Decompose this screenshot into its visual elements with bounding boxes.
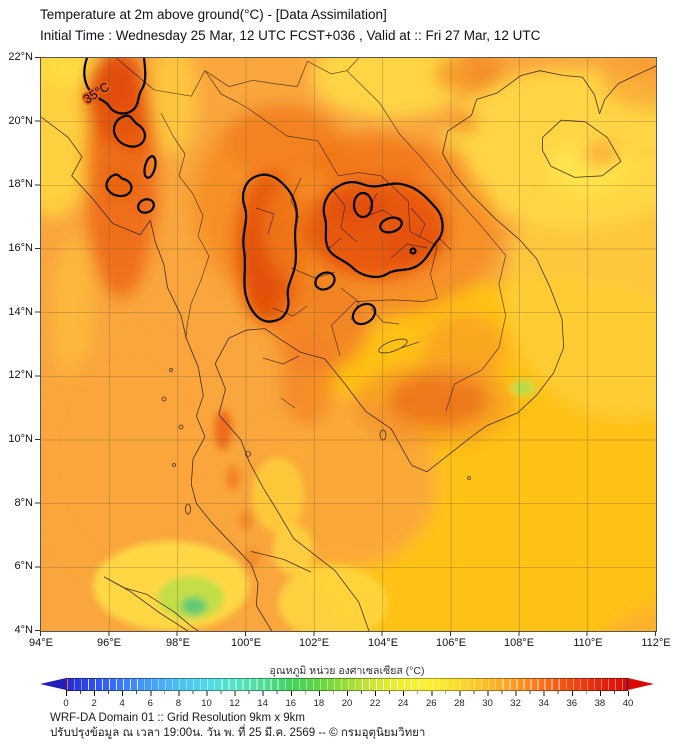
colorbar-tick-label: 10 bbox=[201, 698, 212, 709]
lon-tick-label: 96°E bbox=[97, 637, 121, 649]
colorbar-right-arrow bbox=[628, 678, 654, 690]
title-block: Temperature at 2m above ground(°C) - [Da… bbox=[40, 5, 540, 46]
lat-tick-label: 4°N bbox=[14, 624, 33, 636]
colorbar-tick-label: 32 bbox=[510, 698, 521, 709]
lon-tick-label: 106°E bbox=[435, 637, 467, 649]
colorbar-tick-label: 40 bbox=[622, 698, 634, 709]
lat-tick-label: 22°N bbox=[8, 51, 33, 63]
colorbar-tick-label: 6 bbox=[147, 698, 153, 709]
colorbar-tick-label: 30 bbox=[482, 698, 493, 709]
page-subtitle: Initial Time : Wednesday 25 Mar, 12 UTC … bbox=[40, 27, 541, 43]
colorbar-gradient bbox=[66, 678, 628, 691]
lat-tick-label: 6°N bbox=[14, 560, 33, 572]
coastlines bbox=[41, 65, 656, 631]
lat-axis-ticks bbox=[35, 57, 40, 631]
lat-tick-label: 12°N bbox=[8, 369, 33, 381]
colorbar-tick-label: 24 bbox=[397, 698, 409, 709]
grid-lines bbox=[41, 58, 656, 631]
colorbar-tick-label: 20 bbox=[341, 698, 353, 709]
lat-tick-label: 16°N bbox=[8, 242, 33, 254]
colorbar-tick-label: 38 bbox=[594, 698, 606, 709]
colorbar-label: อุณหภูมิ หน่วย องศาเซลเซียส (°C) bbox=[269, 665, 425, 677]
colorbar-tick-label: 12 bbox=[229, 698, 240, 709]
lat-tick-label: 20°N bbox=[8, 115, 33, 127]
temperature-map-svg: 35°C bbox=[41, 58, 656, 631]
admin-borders bbox=[115, 58, 507, 412]
lon-tick-label: 110°E bbox=[573, 637, 603, 649]
lon-axis-ticks bbox=[40, 631, 656, 636]
colorbar-major-ticks bbox=[66, 691, 629, 696]
colorbar-tick-label: 8 bbox=[175, 698, 182, 709]
lon-tick-label: 94°E bbox=[29, 637, 53, 649]
colorbar-tick-label: 18 bbox=[313, 698, 325, 709]
colorbar-left-arrow bbox=[40, 678, 66, 690]
lon-tick-label: 108°E bbox=[503, 637, 535, 649]
lat-tick-label: 10°N bbox=[8, 433, 33, 445]
contour-35c bbox=[83, 58, 444, 326]
colorbar: อุณหภูมิ หน่วย องศาเซลเซียส (°C) 0 2 4 6… bbox=[40, 662, 654, 712]
colorbar-tick-label: 14 bbox=[257, 698, 268, 709]
lat-tick-label: 8°N bbox=[14, 497, 33, 509]
colorbar-tick-label: 0 bbox=[63, 698, 69, 709]
colorbar-tick-label: 26 bbox=[426, 698, 437, 709]
lat-tick-label: 14°N bbox=[8, 306, 33, 318]
footer-domain-info: WRF-DA Domain 01 :: Grid Resolution 9km … bbox=[50, 712, 305, 724]
lon-tick-label: 98°E bbox=[166, 637, 190, 649]
page-title: Temperature at 2m above ground(°C) - [Da… bbox=[40, 7, 387, 22]
colorbar-tick-label: 36 bbox=[566, 698, 578, 709]
colorbar-tick-label: 22 bbox=[369, 698, 381, 709]
colorbar-tick-label: 28 bbox=[454, 698, 465, 709]
lon-tick-label: 102°E bbox=[298, 637, 330, 649]
lon-tick-label: 100°E bbox=[230, 637, 262, 649]
footer-update-info: ปรับปรุงข้อมูล ณ เวลา 19:00น. วัน พ. ที่… bbox=[50, 726, 426, 739]
lon-tick-label: 104°E bbox=[367, 637, 399, 649]
lon-tick-label: 112°E bbox=[641, 637, 671, 649]
colorbar-cell-separators bbox=[67, 679, 627, 690]
colorbar-tick-label: 2 bbox=[91, 698, 97, 709]
lat-tick-label: 18°N bbox=[8, 178, 33, 190]
footer-block: WRF-DA Domain 01 :: Grid Resolution 9km … bbox=[50, 711, 425, 740]
colorbar-tick-label: 16 bbox=[285, 698, 297, 709]
temperature-field-detail bbox=[93, 380, 536, 631]
colorbar-tick-label: 34 bbox=[538, 698, 549, 709]
colorbar-tick-label: 4 bbox=[119, 698, 125, 709]
map-canvas: 35°C bbox=[40, 57, 657, 632]
